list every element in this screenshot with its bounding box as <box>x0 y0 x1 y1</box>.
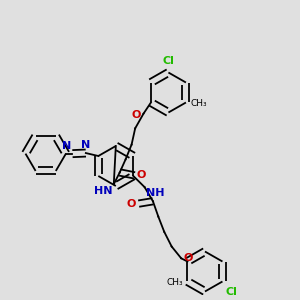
Text: O: O <box>137 170 146 180</box>
Text: CH₃: CH₃ <box>167 278 183 287</box>
Text: CH₃: CH₃ <box>190 100 207 109</box>
Text: Cl: Cl <box>163 56 174 66</box>
Text: N: N <box>62 141 71 151</box>
Text: O: O <box>127 199 136 209</box>
Text: O: O <box>183 253 193 263</box>
Text: O: O <box>132 110 141 120</box>
Text: N: N <box>81 140 91 149</box>
Text: HN: HN <box>94 186 113 196</box>
Text: Cl: Cl <box>225 287 237 297</box>
Text: NH: NH <box>146 188 164 198</box>
